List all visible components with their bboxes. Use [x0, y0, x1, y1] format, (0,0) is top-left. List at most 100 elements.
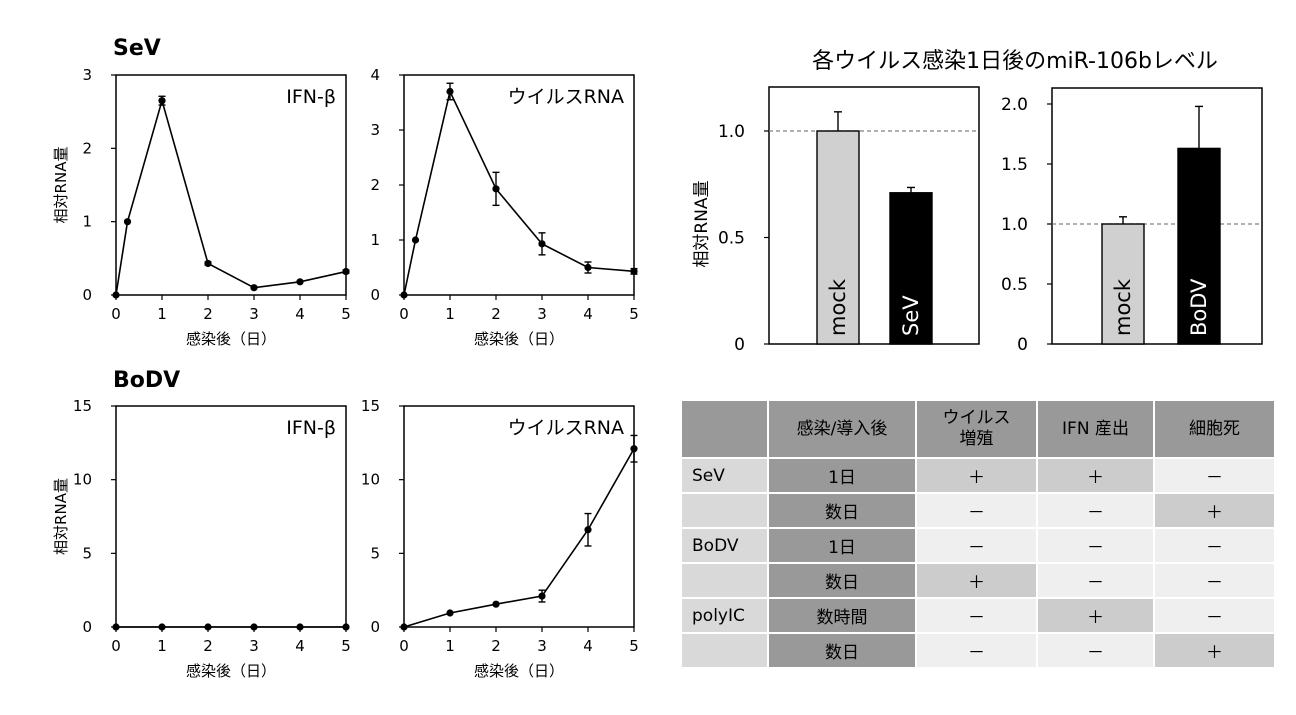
x-tick-label: 2: [203, 305, 213, 323]
data-point: [123, 218, 132, 226]
data-point: [342, 623, 350, 631]
x-tick-label: 1: [157, 305, 167, 323]
panel-label: IFN-β: [286, 417, 336, 439]
data-point: [250, 284, 258, 292]
x-tick-label: 5: [341, 305, 351, 323]
virus-response-table: 感染/導入後 ウイルス 増殖 IFN 産出 細胞死 SeV 1日＋＋－数日－－＋ BoDV 1…: [680, 399, 1276, 669]
panel-label: ウイルスRNA: [508, 417, 624, 439]
panel-label: IFN-β: [286, 86, 336, 108]
data-point: [492, 600, 500, 608]
x-tick-label: 0: [111, 305, 121, 323]
chart-title: 各ウイルス感染1日後のmiR-106bレベル: [812, 49, 1218, 74]
result-cell: －: [1153, 562, 1276, 599]
series-line: [115, 97, 347, 296]
table-row: 数日－－＋: [680, 492, 1276, 529]
result-cell: ＋: [1153, 632, 1276, 669]
plot-frame: [115, 405, 347, 628]
y-tick-label: 2: [82, 139, 92, 157]
x-tick-label: 0: [399, 637, 409, 655]
y-tick-label: 1.0: [1001, 215, 1028, 235]
data-point: [584, 263, 592, 272]
panel-label: ウイルスRNA: [508, 86, 624, 108]
row-group-cell: SeV: [680, 457, 769, 494]
table-header-cell: 感染/導入後: [767, 399, 917, 459]
bar-category-label: BoDV: [1187, 278, 1211, 336]
result-cell: －: [1036, 562, 1155, 599]
data-point: [112, 291, 120, 299]
result-cell: ＋: [1036, 597, 1155, 634]
y-tick-label: 1.5: [1001, 155, 1028, 175]
data-point: [584, 526, 592, 534]
y-tick-label: 0: [370, 618, 380, 636]
y-axis-label: 相対RNA量: [692, 180, 712, 267]
x-tick-label: 5: [629, 637, 639, 655]
plot-frame: [1051, 87, 1263, 345]
table-header-cell: ウイルス 増殖: [915, 399, 1038, 459]
x-tick-label: 2: [203, 637, 213, 655]
data-point: [411, 236, 420, 244]
row-group-cell: BoDV: [680, 527, 769, 564]
data-point: [296, 623, 304, 631]
y-tick-label: 10: [361, 471, 380, 489]
row-time-cell: 数日: [767, 562, 917, 599]
bodv-virus-chart: 0 1 2 3 4 5 0 5 10 15 ウイルスRNA 感染後（日）: [361, 397, 639, 680]
row-group-cell: [680, 632, 769, 669]
x-tick-label: 5: [629, 305, 639, 323]
y-tick-label: 3: [82, 66, 92, 84]
x-tick-label: 3: [249, 637, 259, 655]
x-tick-label: 4: [583, 305, 593, 323]
y-tick-label: 5: [82, 544, 92, 562]
table-header-row: 感染/導入後 ウイルス 増殖 IFN 産出 細胞死: [680, 399, 1276, 459]
x-tick-label: 5: [341, 637, 351, 655]
y-tick-label: 0: [370, 286, 380, 304]
data-point: [204, 623, 212, 631]
y-tick-label: 5: [370, 544, 380, 562]
row-time-cell: 数日: [767, 632, 917, 669]
data-point: [158, 623, 166, 631]
row-time-cell: 1日: [767, 527, 917, 564]
data-point: [204, 259, 212, 268]
row-group-cell: [680, 562, 769, 599]
y-axis-label: 相対RNA量: [52, 478, 70, 555]
y-tick-label: 4: [370, 66, 380, 84]
x-tick-label: 1: [445, 305, 455, 323]
data-point: [538, 240, 546, 248]
x-axis-label: 感染後（日）: [186, 330, 276, 348]
result-cell: ＋: [1036, 457, 1155, 494]
y-tick-label: 2.0: [1001, 95, 1028, 115]
table-row: 数日＋－－: [680, 562, 1276, 599]
series-line: [403, 448, 635, 628]
x-tick-label: 4: [295, 305, 305, 323]
y-tick-label: 15: [361, 397, 380, 415]
mir-sev-chart: 0 0.5 1.0 mock SeV 相対RNA量 各ウイルス感染1日後のmiR-106bレ…: [692, 49, 1218, 355]
data-point: [400, 291, 408, 299]
result-cell: －: [1153, 457, 1276, 494]
data-point: [492, 185, 500, 193]
row-time-cell: 数時間: [767, 597, 917, 634]
plot-frame: [403, 74, 635, 296]
table-header-cell: 細胞死: [1153, 399, 1276, 459]
x-tick-label: 1: [157, 637, 167, 655]
bar-category-label: mock: [826, 278, 850, 336]
table-header-cell: IFN 産出: [1036, 399, 1155, 459]
bar: [816, 130, 860, 345]
x-tick-label: 3: [249, 305, 259, 323]
y-tick-label: 0.5: [1001, 275, 1028, 295]
bar: [1101, 223, 1145, 345]
mir-bodv-chart: 0 0.5 1.0 1.5 2.0 mock BoDV: [1001, 87, 1263, 355]
data-point: [158, 97, 166, 105]
data-point: [400, 623, 408, 631]
row-group-cell: [680, 492, 769, 529]
data-point: [446, 87, 454, 96]
row-group-cell: polyIC: [680, 597, 769, 634]
result-cell: ＋: [1153, 492, 1276, 529]
y-tick-label: 1.0: [718, 122, 745, 142]
y-axis-label: 相対RNA量: [52, 147, 70, 224]
plot-frame: [768, 86, 980, 345]
result-cell: －: [1153, 597, 1276, 634]
table-header-cell: [680, 399, 769, 459]
x-tick-label: 4: [583, 637, 593, 655]
y-tick-label: 1: [82, 213, 92, 231]
result-cell: －: [915, 632, 1038, 669]
x-tick-label: 3: [537, 305, 547, 323]
